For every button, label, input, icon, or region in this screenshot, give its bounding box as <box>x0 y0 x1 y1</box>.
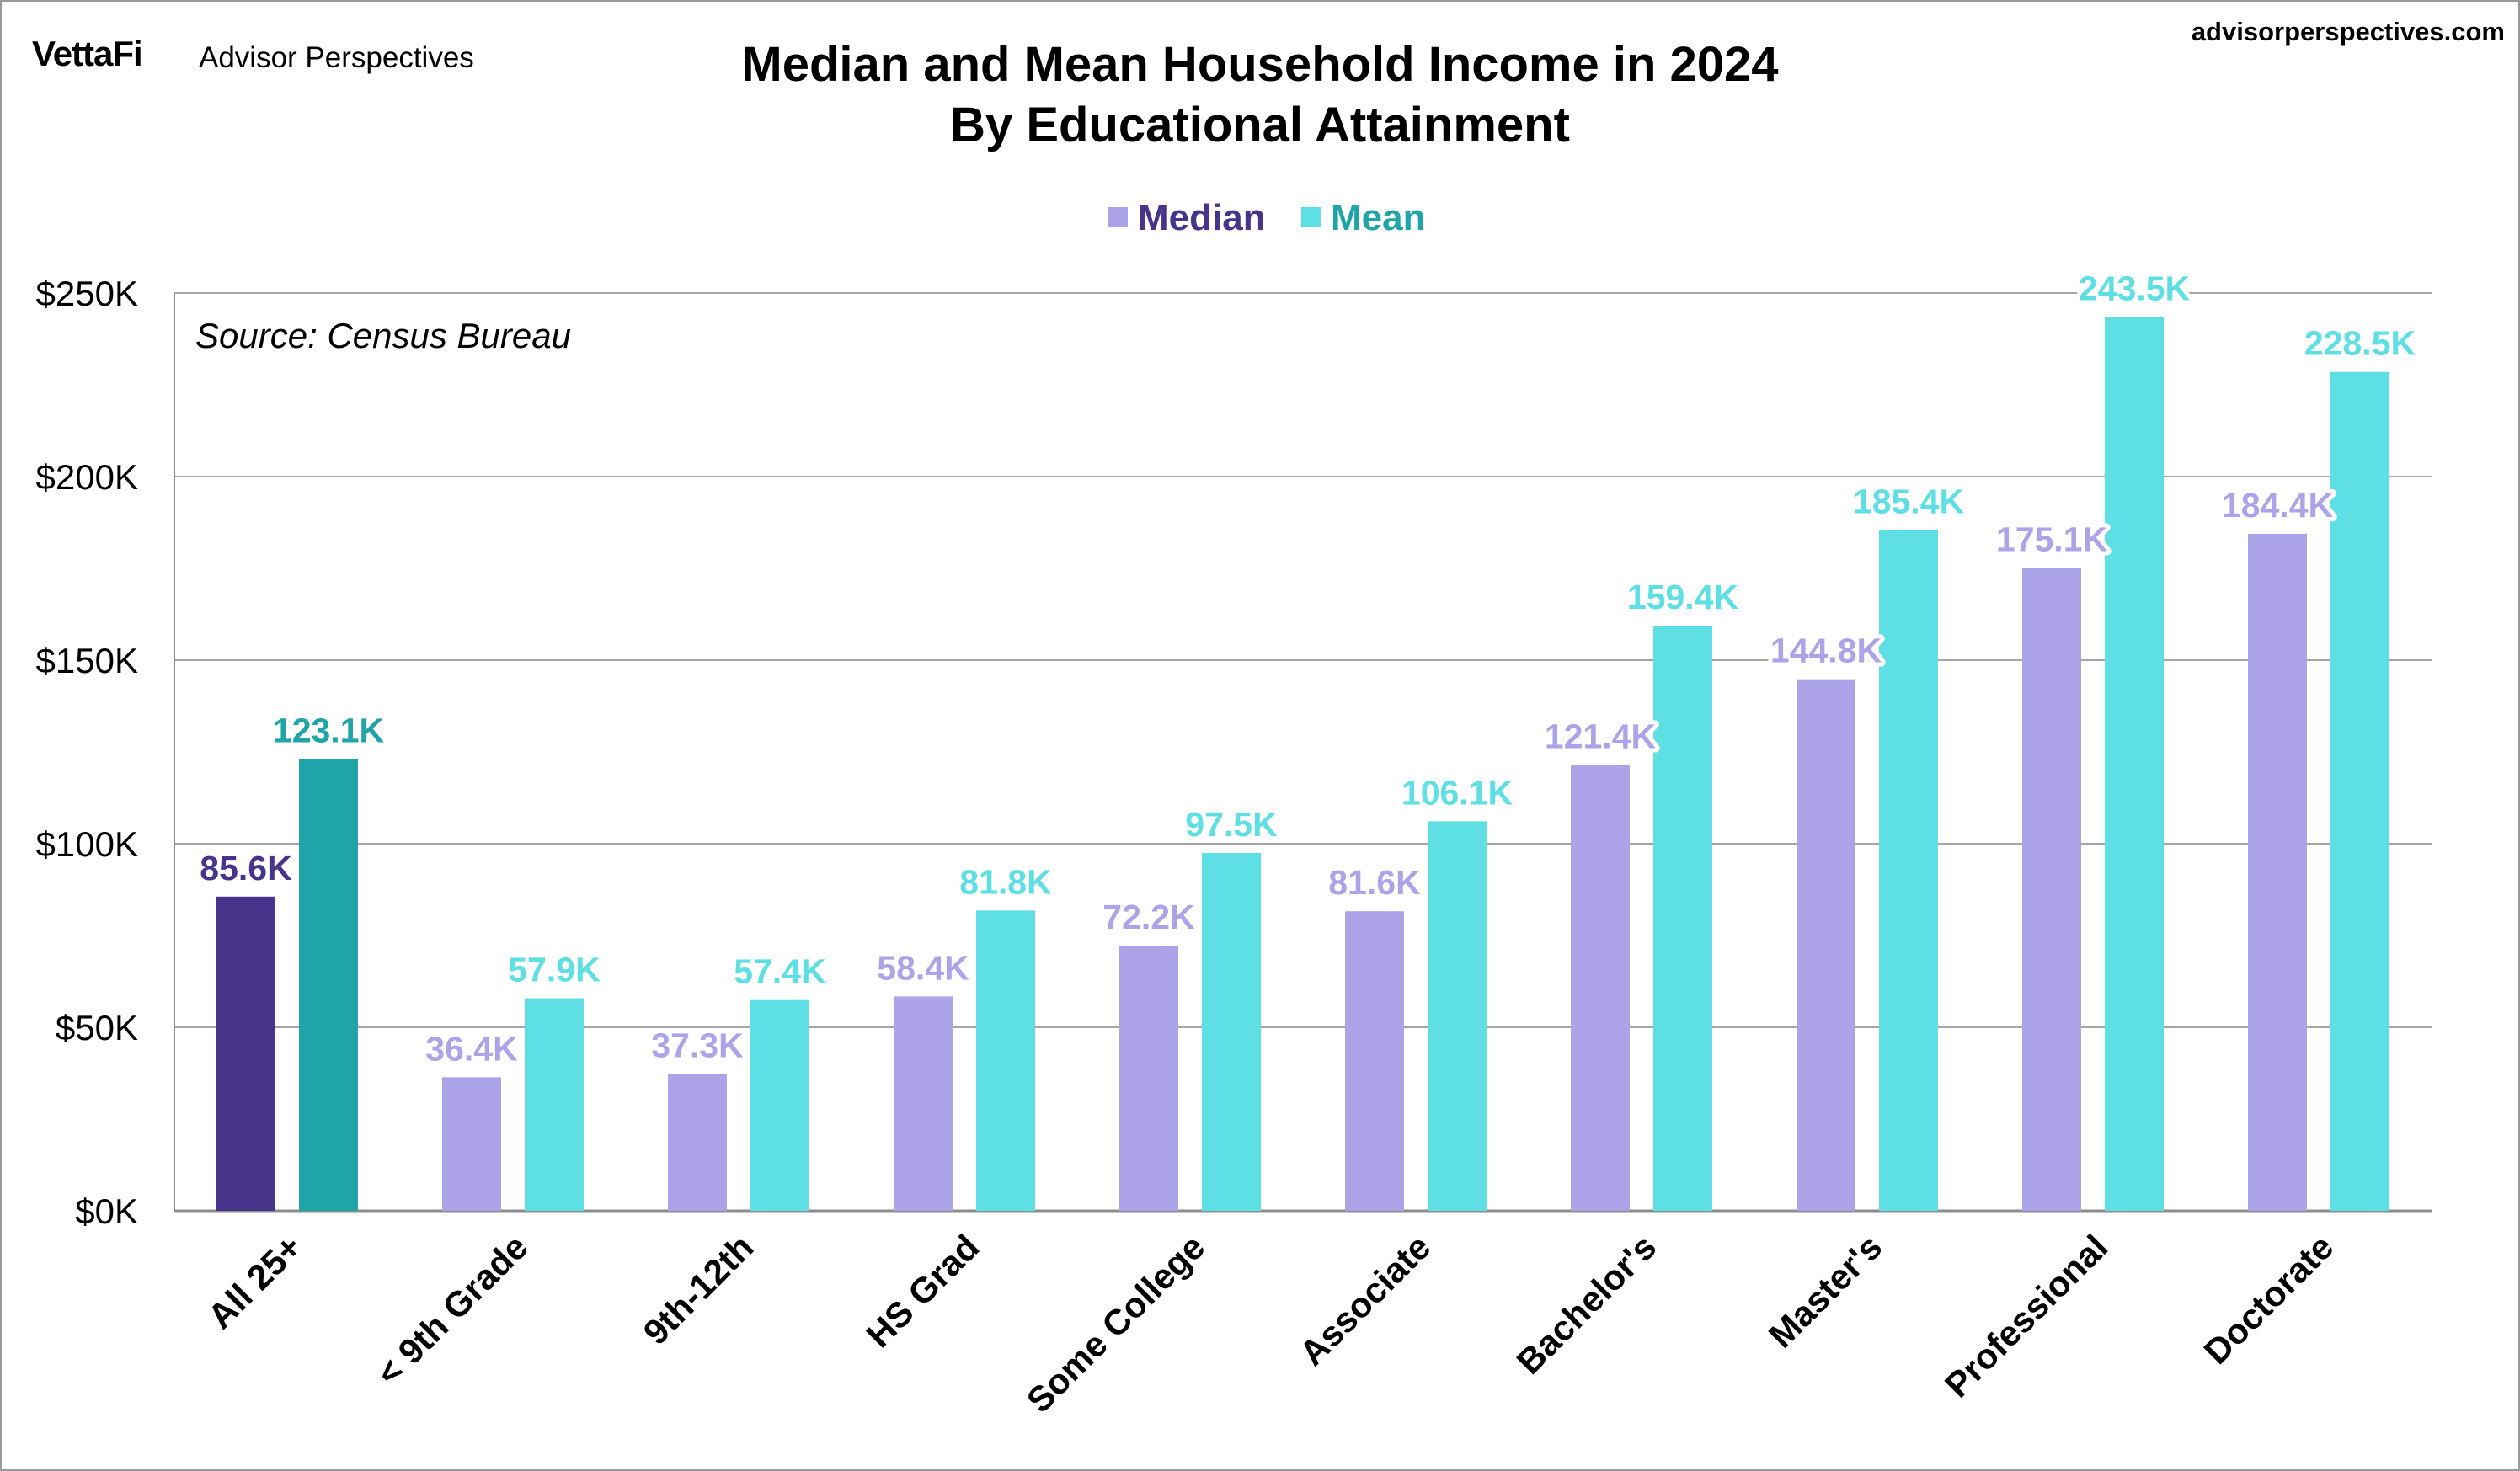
bar-mean <box>2105 317 2164 1212</box>
y-tick-label: $0K <box>75 1191 138 1231</box>
legend-label-mean: Mean <box>1331 197 1425 238</box>
data-label-median: 121.4K <box>1545 717 1657 756</box>
bar-mean <box>1879 530 1938 1211</box>
data-label-mean: 185.4K <box>1853 482 1965 521</box>
legend: Median Mean <box>1108 197 1425 238</box>
bar-median <box>442 1077 501 1211</box>
data-label-median: 58.4K <box>877 948 969 987</box>
brand-name: VettaFi <box>32 34 142 73</box>
bar-mean <box>750 999 809 1211</box>
bar-mean <box>1428 821 1487 1211</box>
x-tick-label: Bachelor's <box>1508 1227 1663 1382</box>
bar-median <box>1119 946 1178 1211</box>
data-label-median: 184.4K <box>2222 486 2334 525</box>
bar-mean <box>2330 371 2389 1211</box>
data-label-mean: 81.8K <box>959 862 1052 901</box>
x-tick-label: Master's <box>1761 1227 1890 1356</box>
bar-mean <box>976 910 1035 1211</box>
bar-median <box>1345 911 1404 1211</box>
bar-mean <box>299 759 358 1211</box>
chart-subtitle: By Educational Attainment <box>950 98 1570 152</box>
bar-median <box>894 996 953 1211</box>
data-label-median: 37.3K <box>651 1026 744 1064</box>
y-tick-label: $100K <box>36 824 138 864</box>
bar-median <box>216 896 275 1211</box>
y-axis: $0K $50K $100K $150K $200K $250K <box>36 274 175 1231</box>
data-label-mean: 57.9K <box>508 951 601 989</box>
x-tick-label: Professional <box>1937 1227 2115 1404</box>
bar-mean <box>525 998 584 1211</box>
gridlines <box>174 292 2432 1213</box>
legend-swatch-median <box>1108 207 1128 227</box>
data-label-median: 36.4K <box>425 1029 518 1068</box>
y-tick-label: $50K <box>56 1008 138 1047</box>
data-label-mean: 57.4K <box>734 952 826 991</box>
bar-mean <box>1653 626 1712 1211</box>
x-tick-label: < 9th Grade <box>369 1227 535 1393</box>
legend-swatch-mean <box>1301 207 1321 227</box>
x-tick-label: Some College <box>1019 1227 1213 1420</box>
x-tick-label: 9th-12th <box>636 1227 761 1352</box>
x-tick-label: Associate <box>1292 1227 1439 1373</box>
y-tick-label: $250K <box>36 274 138 313</box>
data-label-median: 144.8K <box>1770 632 1882 670</box>
bar-median <box>668 1074 727 1211</box>
brand-subtitle: Advisor Perspectives <box>199 41 474 74</box>
source-annotation: Source: Census Bureau <box>195 316 571 355</box>
bar-mean <box>1202 852 1261 1211</box>
data-label-median: 85.6K <box>200 849 292 887</box>
bar-median <box>1571 765 1630 1211</box>
x-tick-label: Doctorate <box>2197 1227 2341 1372</box>
bar-median <box>1797 679 1855 1211</box>
chart-title: Median and Mean Household Income in 2024 <box>741 37 1778 92</box>
x-tick-label: All 25+ <box>200 1227 310 1336</box>
y-tick-label: $150K <box>36 641 138 680</box>
legend-label-median: Median <box>1138 197 1266 238</box>
data-label-mean: 97.5K <box>1185 805 1278 844</box>
data-label-mean: 106.1K <box>1401 773 1514 812</box>
data-label-median: 175.1K <box>1996 520 2108 559</box>
data-label-median: 81.6K <box>1328 863 1421 902</box>
y-tick-label: $200K <box>36 457 138 497</box>
bar-median <box>2248 534 2307 1211</box>
site-url: advisorperspectives.com <box>2192 17 2505 46</box>
data-label-mean: 159.4K <box>1627 578 1739 616</box>
x-tick-label: HS Grad <box>858 1227 986 1355</box>
vettafi-logo: VettaFi <box>32 34 143 73</box>
data-label-mean: 228.5K <box>2304 324 2416 363</box>
bar-median <box>2022 568 2081 1211</box>
x-axis: All 25+ < 9th Grade 9th-12th HS Grad Some Co… <box>200 1227 2341 1420</box>
bars <box>216 317 2389 1212</box>
data-labels: 85.6K 123.1K 36.4K 57.9K 37.3K 57.4K 58.4K 81.8… <box>195 264 2420 1072</box>
data-label-mean: 123.1K <box>273 711 385 749</box>
data-label-mean: 243.5K <box>2079 269 2191 307</box>
data-label-median: 72.2K <box>1102 898 1195 936</box>
